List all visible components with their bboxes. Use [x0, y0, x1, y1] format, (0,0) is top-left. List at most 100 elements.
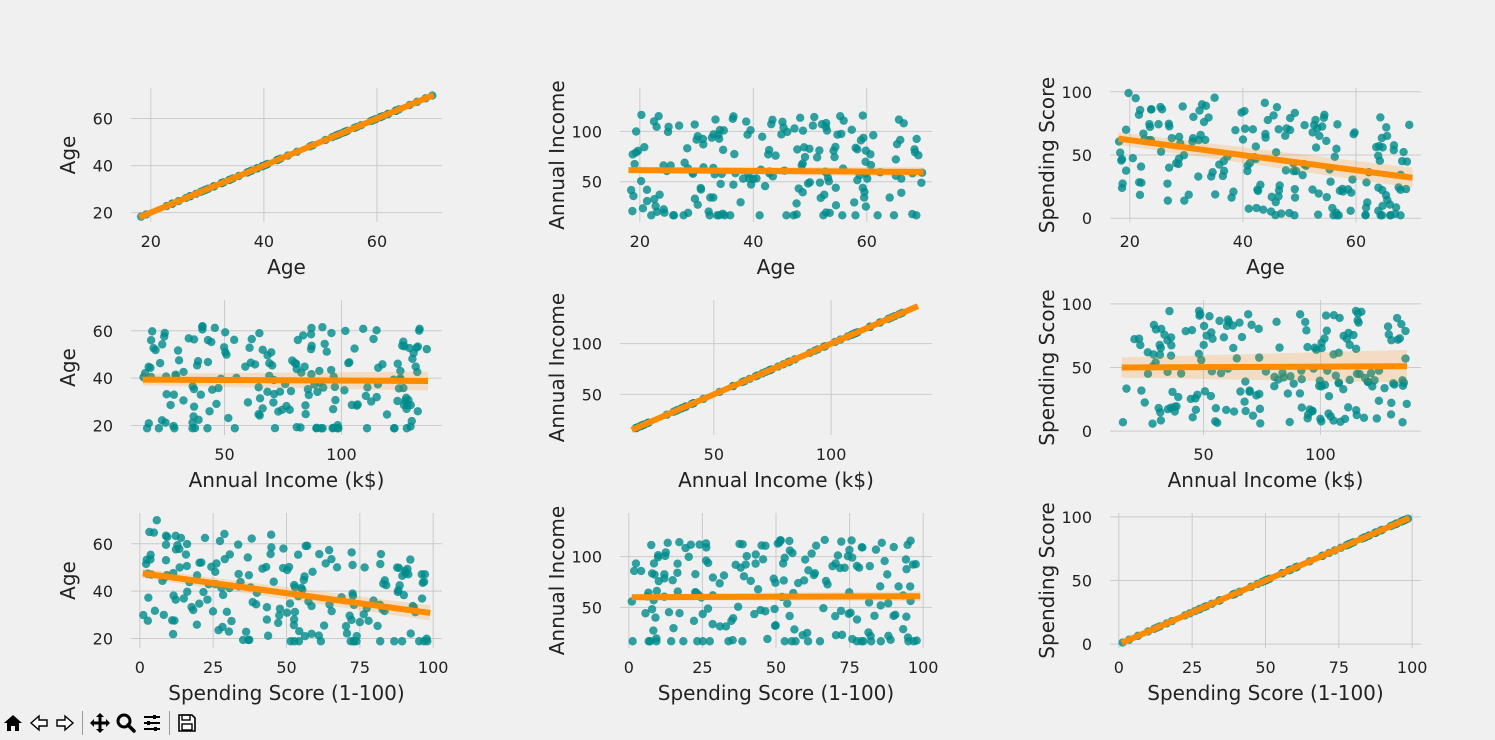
scatter-point — [299, 575, 309, 585]
scatter-point — [319, 621, 329, 630]
scatter-point — [205, 407, 214, 416]
scatter-point — [1313, 210, 1323, 219]
scatter-point — [183, 587, 192, 596]
scatter-point — [1232, 354, 1242, 363]
scatter-point — [1386, 410, 1396, 419]
scatter-point — [798, 159, 807, 168]
scatter-point — [332, 563, 342, 572]
scatter-point — [715, 622, 725, 631]
scatter-point — [1206, 172, 1216, 181]
home-icon[interactable] — [0, 708, 26, 738]
scatter-point — [241, 627, 251, 636]
scatter-point — [258, 345, 267, 355]
scatter-point — [637, 110, 646, 120]
scatter-point — [152, 516, 161, 525]
scatter-point — [300, 632, 310, 641]
scatter-point — [719, 571, 729, 580]
scatter-point — [1344, 328, 1353, 338]
scatter-point — [1229, 187, 1238, 196]
scatter-point — [1329, 211, 1338, 220]
scatter-point — [649, 626, 658, 635]
y-tick-label: 100 — [571, 335, 602, 354]
scatter-point — [301, 409, 310, 419]
scatter-point — [779, 576, 788, 585]
scatter-point — [1326, 177, 1335, 186]
scatter-point — [869, 131, 878, 140]
x-axis-label: Age — [757, 255, 796, 279]
scatter-point — [799, 143, 809, 152]
scatter-point — [1115, 148, 1125, 157]
scatter-point — [901, 555, 911, 564]
scatter-point — [298, 331, 308, 340]
scatter-point — [1328, 203, 1337, 213]
scatter-point — [1303, 414, 1312, 423]
y-tick-label: 60 — [93, 535, 113, 554]
scatter-point — [192, 361, 202, 370]
x-tick-label: 40 — [254, 232, 274, 251]
scatter-point — [1136, 162, 1146, 171]
scatter-point — [182, 561, 192, 571]
scatter-point — [144, 593, 153, 602]
x-tick-label: 25 — [203, 658, 223, 677]
scatter-point — [751, 550, 760, 559]
scatter-point — [161, 556, 171, 565]
configure-icon[interactable] — [139, 708, 165, 738]
scatter-point — [684, 552, 693, 562]
scatter-point — [1298, 170, 1307, 180]
scatter-point — [743, 130, 752, 139]
scatter-point — [307, 370, 316, 379]
y-tick-label: 50 — [582, 598, 602, 617]
scatter-point — [1174, 392, 1183, 402]
scatter-point — [266, 549, 275, 559]
scatter-point — [402, 404, 411, 414]
toolbar-separator — [169, 711, 170, 735]
scatter-point — [189, 384, 199, 394]
y-tick-label: 40 — [93, 157, 113, 176]
scatter-point — [1122, 384, 1131, 393]
scatter-point — [1201, 135, 1210, 145]
regression-line — [628, 167, 924, 175]
scatter-point — [275, 604, 285, 613]
scatter-point — [1290, 193, 1300, 202]
navigation-toolbar — [0, 706, 1495, 740]
scatter-point — [1261, 133, 1270, 142]
y-tick-label: 40 — [93, 369, 113, 388]
scatter-point — [1134, 110, 1144, 119]
scatter-point — [1176, 369, 1186, 378]
scatter-point — [673, 587, 682, 596]
scatter-point — [877, 538, 886, 547]
forward-icon[interactable] — [52, 708, 78, 738]
y-tick-label: 50 — [1072, 146, 1092, 165]
save-icon[interactable] — [174, 708, 200, 738]
scatter-point — [1255, 404, 1265, 414]
x-axis-label: Annual Income (k$) — [1168, 468, 1364, 492]
scatter-point — [1329, 416, 1338, 425]
scatter-point — [1121, 166, 1131, 175]
y-tick-label: 0 — [1082, 635, 1092, 654]
scatter-point — [906, 536, 915, 545]
scatter-point — [214, 626, 223, 635]
zoom-icon[interactable] — [113, 708, 139, 738]
scatter-point — [859, 637, 868, 646]
scatter-point — [200, 533, 210, 543]
pan-icon[interactable] — [87, 708, 113, 738]
scatter-point — [914, 151, 923, 160]
scatter-point — [705, 637, 715, 646]
scatter-point — [1394, 183, 1403, 192]
scatter-point — [1290, 211, 1299, 220]
scatter-point — [1339, 385, 1348, 394]
scatter-point — [189, 402, 199, 411]
scatter-point — [189, 412, 198, 421]
scatter-point — [347, 548, 356, 557]
back-icon[interactable] — [26, 708, 52, 738]
scatter-point — [250, 360, 260, 369]
scatter-point — [777, 130, 786, 139]
scatter-point — [845, 545, 854, 555]
x-tick-label: 75 — [1329, 658, 1349, 677]
scatter-point — [785, 611, 794, 621]
scatter-point — [195, 599, 204, 608]
y-tick-label: 50 — [1072, 572, 1092, 591]
scatter-point — [780, 637, 789, 646]
scatter-point — [348, 589, 357, 598]
y-tick-label: 60 — [93, 322, 113, 341]
